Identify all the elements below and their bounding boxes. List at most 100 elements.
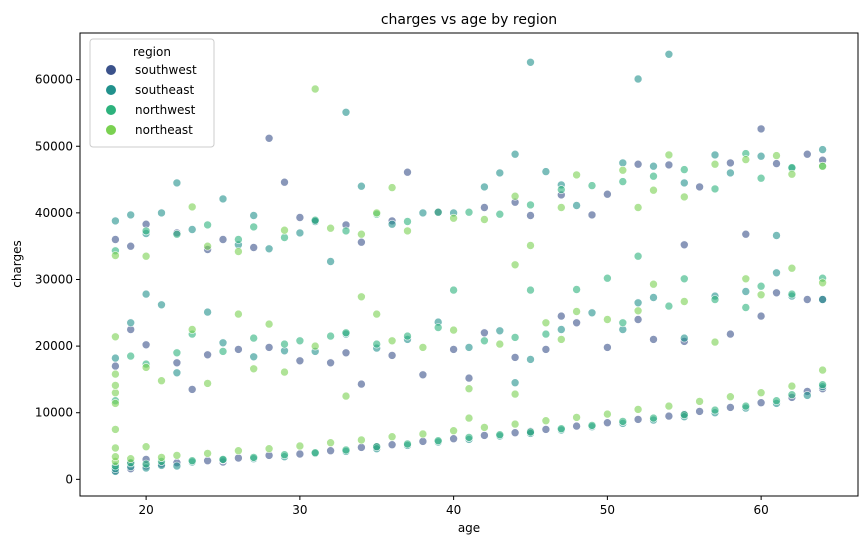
legend-title: region <box>133 45 171 59</box>
data-point-southwest <box>633 315 643 324</box>
data-point-southwest <box>802 149 812 159</box>
data-point-northeast <box>772 151 781 160</box>
y-tick-label: 10000 <box>35 406 73 420</box>
data-point-northeast <box>203 241 212 251</box>
data-point-northwest <box>218 455 228 464</box>
data-point-northeast <box>403 226 412 236</box>
data-point-northeast <box>310 84 320 94</box>
data-point-northwest <box>480 336 489 346</box>
data-point-southwest <box>649 335 658 344</box>
data-point-northeast <box>526 241 535 250</box>
data-point-northwest <box>141 459 151 469</box>
data-point-northeast <box>372 208 382 218</box>
data-point-southeast <box>664 49 674 59</box>
legend-marker-northwest <box>106 105 116 115</box>
legend-marker-southwest <box>106 65 116 75</box>
data-point-northeast <box>264 444 274 454</box>
y-tick-label: 50000 <box>35 139 73 153</box>
data-point-southwest <box>603 418 612 428</box>
legend-items: southwest southeast northwest northeast <box>106 63 197 137</box>
data-point-northwest <box>403 439 412 449</box>
data-point-northwest <box>433 207 443 217</box>
data-point-southeast <box>387 219 397 229</box>
data-point-northwest <box>618 417 628 426</box>
data-point-northeast <box>556 203 566 212</box>
data-point-northwest <box>710 295 720 304</box>
legend-label-northeast: northeast <box>135 123 193 137</box>
data-point-northeast <box>310 341 320 351</box>
data-point-northwest <box>433 436 443 446</box>
data-point-northwest <box>526 200 535 210</box>
data-point-northeast <box>633 203 643 212</box>
data-point-northeast <box>679 192 689 202</box>
legend-label-southwest: southwest <box>135 63 197 77</box>
data-point-northwest <box>403 331 412 341</box>
data-point-southeast <box>802 391 812 400</box>
data-point-southwest <box>726 158 735 168</box>
data-point-southwest <box>111 235 120 244</box>
data-point-northeast <box>495 339 505 349</box>
legend-label-southeast: southeast <box>135 83 194 97</box>
data-point-northwest <box>556 424 566 434</box>
data-point-northwest <box>664 301 674 311</box>
data-point-southwest <box>587 210 597 220</box>
data-point-northwest <box>587 181 597 190</box>
data-point-southwest <box>295 356 305 366</box>
data-point-northwest <box>756 281 766 291</box>
data-point-southeast <box>218 338 228 348</box>
data-point-northeast <box>710 337 720 347</box>
data-point-northeast <box>341 391 351 401</box>
data-point-northwest <box>449 285 458 295</box>
data-point-southeast <box>203 307 212 317</box>
data-point-northeast <box>141 363 151 372</box>
data-point-northwest <box>679 274 689 284</box>
data-point-northeast <box>649 279 658 289</box>
data-point-southeast <box>772 231 781 240</box>
data-point-northwest <box>679 165 689 174</box>
data-point-southwest <box>249 243 258 252</box>
data-point-southwest <box>541 425 551 434</box>
data-point-southeast <box>141 289 151 299</box>
y-tick-label: 20000 <box>35 339 73 353</box>
plot-area-frame <box>79 32 859 497</box>
y-tick-label: 30000 <box>35 272 73 286</box>
data-point-northeast <box>556 335 566 344</box>
data-point-northeast <box>264 319 274 329</box>
data-point-northwest <box>249 333 258 343</box>
data-point-southeast <box>679 333 689 343</box>
data-point-northwest <box>341 226 351 236</box>
data-point-northeast <box>387 336 397 346</box>
data-point-northeast <box>572 413 581 422</box>
data-point-southwest <box>541 345 551 354</box>
data-point-northwest <box>280 339 289 349</box>
data-point-northeast <box>510 389 520 399</box>
data-point-northwest <box>341 445 351 455</box>
data-point-northeast <box>818 365 827 375</box>
data-point-southwest <box>326 358 335 368</box>
data-point-southwest <box>480 328 489 338</box>
data-point-northeast <box>572 307 581 316</box>
data-point-northeast <box>172 451 182 460</box>
data-point-northeast <box>633 405 643 414</box>
data-point-northwest <box>141 226 151 236</box>
data-point-northwest <box>172 229 182 239</box>
x-tick-label: 60 <box>753 503 768 517</box>
data-point-northwest <box>772 396 781 406</box>
y-tick-label: 40000 <box>35 206 73 220</box>
data-point-northeast <box>787 169 797 179</box>
data-point-southeast <box>480 182 489 192</box>
data-point-northeast <box>234 309 243 319</box>
data-point-southeast <box>157 208 166 218</box>
data-point-southeast <box>264 244 274 254</box>
data-point-southeast <box>526 57 535 67</box>
data-point-southwest <box>756 398 766 408</box>
data-point-southeast <box>772 268 781 278</box>
data-point-northwest <box>526 427 535 437</box>
data-point-northeast <box>203 449 212 458</box>
data-point-northeast <box>633 306 643 316</box>
data-point-southeast <box>249 211 258 220</box>
data-point-northeast <box>111 369 120 379</box>
y-axis-label: charges <box>10 240 24 288</box>
data-point-northwest <box>603 273 612 283</box>
data-point-northeast <box>464 384 474 394</box>
